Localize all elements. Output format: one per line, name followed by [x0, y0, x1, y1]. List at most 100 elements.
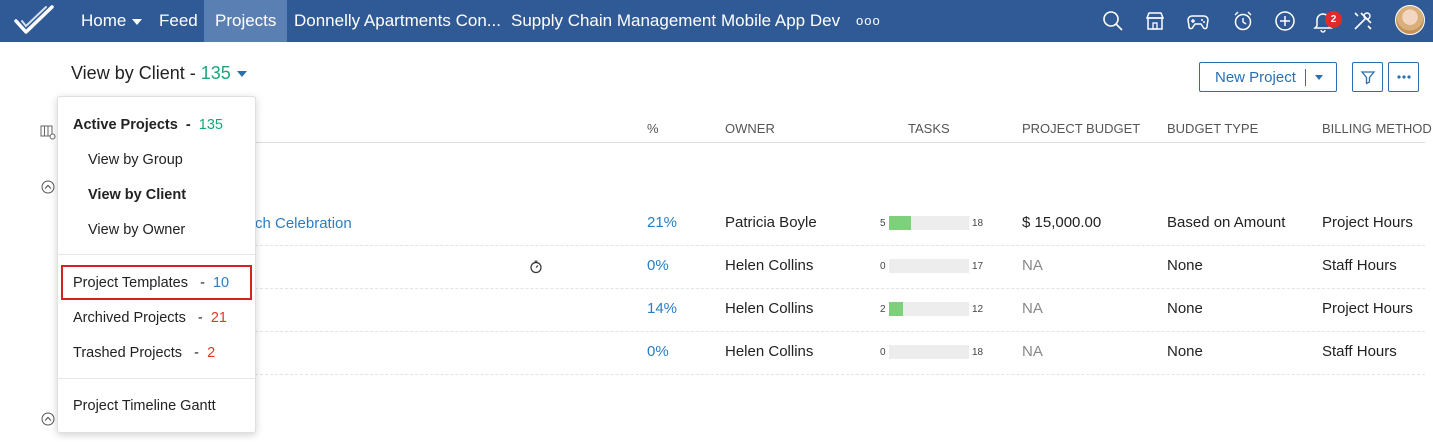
- row-budget: $ 15,000.00: [1022, 214, 1102, 231]
- store-icon[interactable]: [1143, 9, 1167, 33]
- filter-icon: [1360, 71, 1376, 85]
- row-owner[interactable]: Helen Collins: [725, 257, 814, 274]
- tasks-done: 2: [880, 304, 886, 315]
- chevron-down-icon: [236, 71, 247, 78]
- row-budget-type: None: [1167, 343, 1203, 360]
- active-projects-count: 135: [198, 117, 223, 133]
- tasks-done: 5: [880, 218, 886, 229]
- menu-item-project-timeline-gantt[interactable]: Project Timeline Gantt: [73, 398, 216, 414]
- view-selector-count: 135: [200, 63, 231, 83]
- tools-icon[interactable]: [1351, 9, 1375, 33]
- row-owner[interactable]: Patricia Boyle: [725, 214, 817, 231]
- header-divider: [255, 142, 1425, 143]
- row-percent: 21%: [647, 214, 678, 231]
- tasks-progress-bar: [889, 259, 969, 273]
- menu-item-view-by-client[interactable]: View by Client: [88, 187, 187, 203]
- project-templates-count: 10: [212, 275, 230, 291]
- new-project-button[interactable]: New Project: [1199, 62, 1337, 92]
- nav-home-label: Home: [81, 11, 127, 30]
- chevron-down-icon: [132, 18, 143, 25]
- trashed-projects-label: Trashed Projects: [73, 345, 183, 361]
- menu-item-trashed-projects[interactable]: Trashed Projects - 2: [73, 345, 215, 361]
- menu-dash: -: [200, 275, 205, 291]
- menu-item-project-templates[interactable]: Project Templates - 10: [73, 275, 229, 291]
- row-budget-type: None: [1167, 257, 1203, 274]
- row-divider: [255, 331, 1425, 332]
- more-options-button[interactable]: [1388, 62, 1419, 92]
- column-header-budget-type[interactable]: BUDGET TYPE: [1167, 121, 1259, 136]
- row-billing: Project Hours: [1322, 300, 1413, 317]
- nav-more[interactable]: ooo: [856, 13, 881, 28]
- row-budget: NA: [1022, 300, 1043, 317]
- nav-project-supply-chain[interactable]: Supply Chain Management: [511, 11, 717, 30]
- row-percent: 0%: [647, 343, 669, 360]
- menu-dash: -: [185, 117, 191, 133]
- menu-divider: [58, 378, 255, 379]
- nav-home[interactable]: Home: [81, 0, 143, 42]
- tasks-progress-fill: [889, 302, 903, 316]
- tasks-total: 17: [972, 261, 984, 272]
- trashed-projects-count: 2: [207, 345, 216, 361]
- more-horizontal-icon: [1397, 75, 1411, 79]
- chevron-down-icon[interactable]: [1315, 75, 1323, 80]
- view-selector[interactable]: View by Client - 135: [71, 63, 247, 84]
- column-header-percent[interactable]: %: [647, 121, 659, 136]
- filter-button[interactable]: [1352, 62, 1383, 92]
- tasks-done: 0: [880, 261, 886, 272]
- menu-dash: -: [197, 310, 203, 326]
- tasks-progress-bar: [889, 216, 969, 230]
- menu-item-archived-projects[interactable]: Archived Projects - 21: [73, 310, 227, 326]
- nav-feed[interactable]: Feed: [159, 11, 198, 30]
- row-budget: NA: [1022, 343, 1043, 360]
- user-avatar[interactable]: [1395, 5, 1425, 35]
- tasks-total: 18: [972, 218, 984, 229]
- row-owner[interactable]: Helen Collins: [725, 343, 814, 360]
- nav-project-donnelly[interactable]: Donnelly Apartments Con...: [294, 11, 501, 30]
- row-budget: NA: [1022, 257, 1043, 274]
- button-divider: [1305, 69, 1306, 86]
- row-percent: 14%: [647, 300, 678, 317]
- tasks-total: 12: [972, 304, 984, 315]
- menu-item-view-by-group[interactable]: View by Group: [88, 152, 183, 168]
- column-header-tasks[interactable]: TASKS: [908, 121, 950, 136]
- row-owner[interactable]: Helen Collins: [725, 300, 814, 317]
- archived-projects-label: Archived Projects: [73, 310, 186, 326]
- menu-dash: -: [194, 345, 199, 361]
- collapse-group-icon[interactable]: [41, 180, 55, 194]
- column-header-project-budget[interactable]: PROJECT BUDGET: [1022, 121, 1141, 136]
- view-dropdown-menu: Active Projects - 135 View by Group View…: [57, 96, 256, 433]
- column-settings-icon[interactable]: [40, 124, 56, 140]
- column-header-owner[interactable]: OWNER: [725, 121, 775, 136]
- tasks-progress-bar: [889, 302, 969, 316]
- row-budget-type: None: [1167, 300, 1203, 317]
- column-header-billing-method[interactable]: BILLING METHOD: [1322, 121, 1432, 136]
- collapse-group-icon[interactable]: [41, 412, 55, 426]
- archived-projects-count: 21: [210, 310, 227, 326]
- timer-icon[interactable]: [529, 260, 543, 274]
- project-name-link[interactable]: ch Celebration: [255, 215, 352, 232]
- row-percent: 0%: [647, 257, 669, 274]
- app-logo-icon[interactable]: [12, 4, 56, 38]
- menu-item-active-projects[interactable]: Active Projects - 135: [73, 117, 223, 133]
- nav-project-mobile-app[interactable]: Mobile App Dev: [721, 11, 841, 30]
- row-billing: Project Hours: [1322, 214, 1413, 231]
- notification-badge: 2: [1325, 11, 1342, 28]
- project-templates-label: Project Templates: [73, 275, 188, 291]
- menu-item-view-by-owner[interactable]: View by Owner: [88, 222, 186, 238]
- top-navigation-bar: Home Feed Projects Donnelly Apartments C…: [0, 0, 1433, 42]
- new-project-label: New Project: [1215, 69, 1296, 86]
- highlight-box: [61, 265, 252, 300]
- view-selector-label: View by Client -: [71, 63, 196, 83]
- row-budget-type: Based on Amount: [1167, 214, 1286, 231]
- active-projects-label: Active Projects: [73, 117, 178, 133]
- gamepad-icon[interactable]: [1186, 9, 1210, 33]
- tasks-progress-bar: [889, 345, 969, 359]
- nav-projects[interactable]: Projects: [204, 0, 288, 42]
- row-billing: Staff Hours: [1322, 257, 1397, 274]
- add-icon[interactable]: [1273, 9, 1297, 33]
- tasks-total: 18: [972, 347, 984, 358]
- alarm-clock-icon[interactable]: [1231, 9, 1255, 33]
- tasks-done: 0: [880, 347, 886, 358]
- row-divider: [255, 374, 1425, 375]
- search-icon[interactable]: [1101, 9, 1125, 33]
